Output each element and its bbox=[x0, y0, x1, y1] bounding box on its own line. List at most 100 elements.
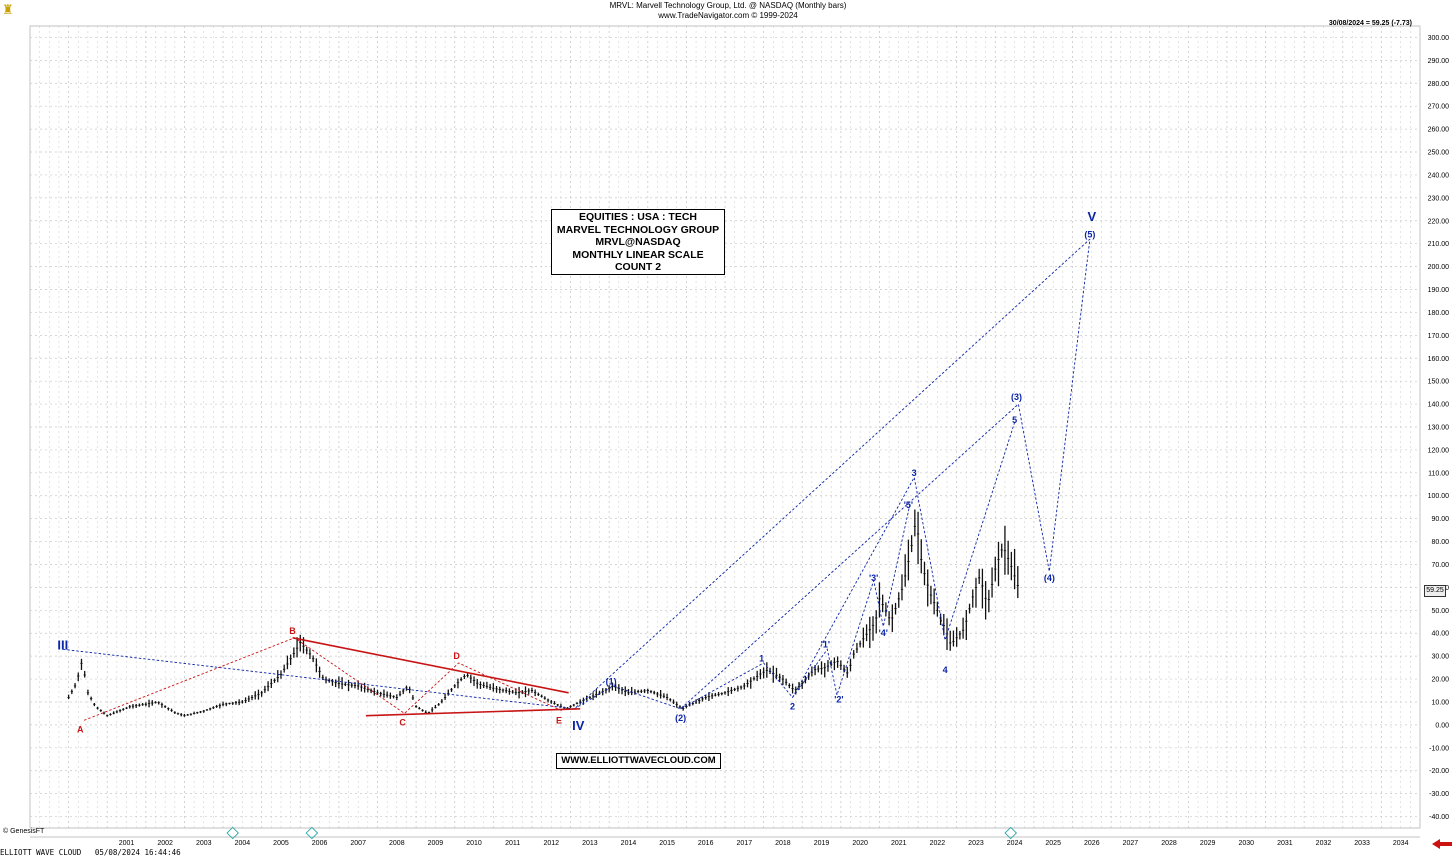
info-line: MRVL@NASDAQ bbox=[595, 236, 681, 249]
wave-label: (3) bbox=[1011, 392, 1022, 402]
x-tick-label: 2014 bbox=[621, 840, 637, 847]
website-label: WWW.ELLIOTTWAVECLOUD.COM bbox=[556, 753, 721, 769]
y-tick-label: 280.00 bbox=[1428, 81, 1450, 88]
wave-label: D bbox=[453, 651, 460, 661]
wave-label: (2) bbox=[675, 713, 686, 723]
y-tick-label: 190.00 bbox=[1428, 287, 1450, 294]
y-tick-label: 140.00 bbox=[1428, 402, 1450, 409]
wave-label: 5 bbox=[1012, 415, 1017, 425]
y-tick-label: 150.00 bbox=[1428, 379, 1450, 386]
info-box: EQUITIES : USA : TECH MARVEL TECHNOLOGY … bbox=[551, 209, 725, 275]
x-tick-label: 2026 bbox=[1084, 840, 1100, 847]
y-tick-label: 20.00 bbox=[1431, 677, 1449, 684]
wave-label: 1 bbox=[759, 653, 764, 663]
y-tick-label: 170.00 bbox=[1428, 333, 1450, 340]
y-tick-label: 100.00 bbox=[1428, 493, 1450, 500]
x-tick-label: 2015 bbox=[659, 840, 675, 847]
x-tick-label: 2002 bbox=[157, 840, 173, 847]
wave-label: '3' bbox=[869, 573, 878, 583]
y-tick-label: 80.00 bbox=[1431, 539, 1449, 546]
x-tick-label: 2025 bbox=[1045, 840, 1061, 847]
x-tick-label: 2023 bbox=[968, 840, 984, 847]
x-tick-label: 2034 bbox=[1393, 840, 1409, 847]
y-tick-label: 50.00 bbox=[1431, 608, 1449, 615]
y-tick-label: 290.00 bbox=[1428, 58, 1450, 65]
x-tick-label: 2003 bbox=[196, 840, 212, 847]
current-price-tag: 59.25 bbox=[1424, 585, 1446, 597]
y-tick-label: 180.00 bbox=[1428, 310, 1450, 317]
y-tick-label: 200.00 bbox=[1428, 264, 1450, 271]
x-tick-label: 2005 bbox=[273, 840, 289, 847]
x-tick-label: 2010 bbox=[466, 840, 482, 847]
y-tick-label: 250.00 bbox=[1428, 150, 1450, 157]
y-tick-label: 160.00 bbox=[1428, 356, 1450, 363]
x-tick-label: 2008 bbox=[389, 840, 405, 847]
x-tick-label: 2007 bbox=[350, 840, 366, 847]
y-tick-label: 220.00 bbox=[1428, 218, 1450, 225]
footer-stamp: ELLIOTT WAVE CLOUD 05/08/2024 16:44:46 bbox=[0, 848, 181, 857]
y-tick-label: 90.00 bbox=[1431, 516, 1449, 523]
y-tick-label: 40.00 bbox=[1431, 631, 1449, 638]
x-tick-label: 2018 bbox=[775, 840, 791, 847]
cycle-marker-icon bbox=[1004, 826, 1018, 840]
triangle-trendline bbox=[292, 637, 569, 694]
scroll-right-arrow-icon[interactable] bbox=[1432, 839, 1452, 849]
wave-label: III bbox=[57, 638, 68, 653]
y-tick-label: 0.00 bbox=[1435, 722, 1449, 729]
y-tick-label: -20.00 bbox=[1429, 768, 1449, 775]
wave-line-sub-waves bbox=[680, 422, 1016, 710]
x-tick-label: 2006 bbox=[312, 840, 328, 847]
x-tick-label: 2013 bbox=[582, 840, 598, 847]
wave-line-primary bbox=[62, 238, 1091, 710]
x-tick-label: 2021 bbox=[891, 840, 907, 847]
y-tick-label: -10.00 bbox=[1429, 745, 1449, 752]
bell-icon[interactable]: ♜ bbox=[2, 2, 14, 17]
x-tick-label: 2028 bbox=[1161, 840, 1177, 847]
cycle-marker-icon bbox=[305, 826, 319, 840]
wave-label: 2 bbox=[790, 702, 795, 712]
y-tick-label: 300.00 bbox=[1428, 35, 1450, 42]
chart-subtitle: www.TradeNavigator.com © 1999-2024 bbox=[658, 11, 798, 20]
wave-label: C bbox=[399, 718, 406, 728]
y-tick-label: 210.00 bbox=[1428, 241, 1450, 248]
info-line: MARVEL TECHNOLOGY GROUP bbox=[556, 223, 720, 236]
wave-line-corrective-abc bbox=[83, 637, 563, 721]
x-tick-label: 2016 bbox=[698, 840, 714, 847]
wave-label: (1) bbox=[606, 676, 617, 686]
y-tick-label: 30.00 bbox=[1431, 654, 1449, 661]
info-line: MONTHLY LINEAR SCALE bbox=[572, 248, 704, 261]
y-tick-label: 240.00 bbox=[1428, 172, 1450, 179]
y-tick-label: 270.00 bbox=[1428, 104, 1450, 111]
x-tick-label: 2004 bbox=[235, 840, 251, 847]
y-tick-label: -30.00 bbox=[1429, 791, 1449, 798]
wave-label: 3 bbox=[912, 468, 917, 478]
x-tick-label: 2030 bbox=[1238, 840, 1254, 847]
y-tick-label: 130.00 bbox=[1428, 425, 1450, 432]
wave-label: B bbox=[289, 626, 296, 636]
x-tick-label: 2027 bbox=[1123, 840, 1139, 847]
wave-label: (5) bbox=[1084, 230, 1095, 240]
x-tick-label: 2012 bbox=[543, 840, 559, 847]
y-tick-label: 110.00 bbox=[1428, 470, 1449, 477]
x-tick-label: 2009 bbox=[428, 840, 444, 847]
x-tick-label: 2024 bbox=[1007, 840, 1023, 847]
wave-label: IV bbox=[572, 718, 585, 733]
x-tick-label: 2019 bbox=[814, 840, 830, 847]
y-tick-label: 70.00 bbox=[1431, 562, 1449, 569]
x-tick-label: 2031 bbox=[1277, 840, 1293, 847]
x-tick-label: 2020 bbox=[852, 840, 868, 847]
data-provider-credit: © GenesisFT bbox=[3, 828, 45, 835]
wave-label: V bbox=[1087, 209, 1096, 224]
last-price-readout: 30/08/2024 = 59.25 (-7.73) bbox=[1328, 20, 1412, 27]
x-tick-label: 2011 bbox=[505, 840, 520, 847]
info-line: COUNT 2 bbox=[614, 261, 662, 274]
y-tick-label: 10.00 bbox=[1431, 699, 1449, 706]
x-tick-label: 2033 bbox=[1354, 840, 1370, 847]
wave-label: '5' bbox=[904, 500, 913, 510]
x-tick-label: 2001 bbox=[119, 840, 135, 847]
wave-label: '1' bbox=[821, 640, 830, 650]
wave-line-minor bbox=[574, 239, 1091, 710]
wave-label: '4' bbox=[879, 628, 888, 638]
chart-title: MRVL: Marvell Technology Group, Ltd. @ N… bbox=[609, 1, 847, 10]
